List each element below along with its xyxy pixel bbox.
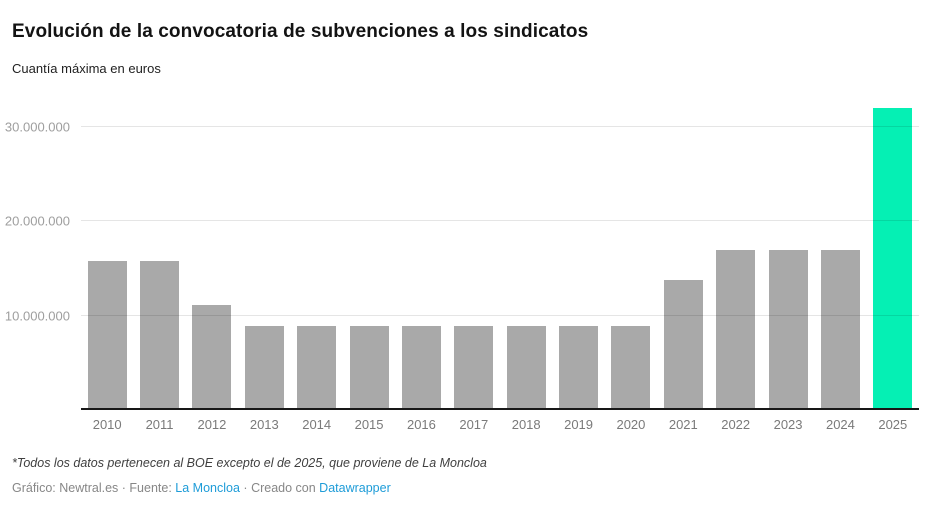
x-tick-label-2013: 2013 — [249, 417, 279, 432]
x-tick-label-2021: 2021 — [668, 417, 698, 432]
x-tick-label-2010: 2010 — [92, 417, 122, 432]
x-tick-label-2023: 2023 — [773, 417, 803, 432]
y-tick-label: 30.000.000 — [4, 119, 70, 134]
bar-2020[interactable] — [611, 325, 651, 410]
bar-slot-2024 — [814, 100, 866, 410]
bar-series — [81, 100, 919, 410]
x-tick-label-2015: 2015 — [354, 417, 384, 432]
x-tick-label-2012: 2012 — [197, 417, 227, 432]
y-tick-label: 20.000.000 — [4, 213, 70, 229]
x-tick-label-2022: 2022 — [721, 417, 751, 432]
gridline-20.000.000 — [81, 220, 919, 221]
y-tick-label: 10.000.000 — [4, 308, 70, 323]
bar-2019[interactable] — [559, 325, 599, 410]
x-tick-label-2018: 2018 — [511, 417, 541, 432]
bar-slot-2017 — [448, 100, 500, 410]
gridline-30.000.000 — [81, 125, 919, 127]
bar-2025[interactable] — [873, 107, 913, 410]
bar-2012[interactable] — [192, 305, 232, 410]
bar-2014[interactable] — [297, 325, 337, 410]
bar-slot-2016 — [395, 100, 447, 410]
bar-chart: 10.000.000 20.000.000 30.000.000 2010 2011 2… — [5, 100, 919, 432]
bar-2024[interactable] — [820, 250, 860, 410]
bar-slot-2018 — [500, 100, 552, 410]
bar-2021[interactable] — [663, 279, 703, 410]
y-axis: 10.000.000 20.000.000 30.000.000 — [0, 100, 70, 410]
chart-subtitle: Cuantía máxima en euros — [12, 61, 161, 76]
bar-2016[interactable] — [401, 325, 441, 410]
x-tick-label-2025: 2025 — [878, 417, 908, 432]
x-tick-label-2011: 2011 — [145, 417, 174, 432]
bar-slot-2013 — [238, 100, 290, 410]
x-axis-baseline — [81, 408, 919, 410]
bar-slot-2021 — [657, 100, 709, 410]
x-tick-label-2020: 2020 — [616, 417, 646, 432]
x-tick-label-2024: 2024 — [825, 417, 855, 432]
bar-2023[interactable] — [768, 250, 808, 410]
x-tick-label-2016: 2016 — [406, 417, 436, 432]
bar-slot-2011 — [133, 100, 185, 410]
attribution: Gráfico: Newtral.es · Fuente: La Moncloa… — [12, 481, 391, 495]
chart-title: Evolución de la convocatoria de subvenci… — [12, 21, 589, 42]
bar-slot-2022 — [710, 100, 762, 410]
gridline-10.000.000 — [81, 314, 919, 316]
datawrapper-link[interactable]: Datawrapper — [319, 481, 391, 495]
bar-slot-2015 — [343, 100, 395, 410]
bar-2022[interactable] — [716, 250, 756, 410]
created-with-label: Creado con — [251, 481, 316, 495]
x-tick-label-2017: 2017 — [459, 417, 489, 432]
bar-slot-2023 — [762, 100, 814, 410]
plot-area — [81, 100, 919, 410]
bar-2013[interactable] — [244, 325, 284, 410]
bar-slot-2020 — [605, 100, 657, 410]
bar-slot-2010 — [81, 100, 133, 410]
credit-text: Gráfico: Newtral.es — [12, 481, 119, 495]
bar-slot-2019 — [552, 100, 604, 410]
x-axis: 2010 2011 2012 2013 2014 2015 2016 2017 2018 2019… — [81, 417, 919, 432]
separator-dot: · — [121, 481, 126, 495]
bar-slot-2012 — [186, 100, 238, 410]
x-tick-label-2014: 2014 — [302, 417, 332, 432]
separator-dot: · — [243, 481, 248, 495]
source-label: Fuente: — [129, 481, 172, 495]
source-link[interactable]: La Moncloa — [175, 481, 240, 495]
bar-2015[interactable] — [349, 325, 389, 410]
bar-2011[interactable] — [140, 260, 180, 410]
bar-2018[interactable] — [506, 325, 546, 410]
bar-2010[interactable] — [87, 260, 127, 410]
bar-slot-2014 — [291, 100, 343, 410]
bar-2017[interactable] — [454, 325, 494, 410]
x-tick-label-2019: 2019 — [564, 417, 594, 432]
footnote: *Todos los datos pertenecen al BOE excep… — [12, 456, 487, 470]
bar-slot-2025 — [867, 100, 919, 410]
